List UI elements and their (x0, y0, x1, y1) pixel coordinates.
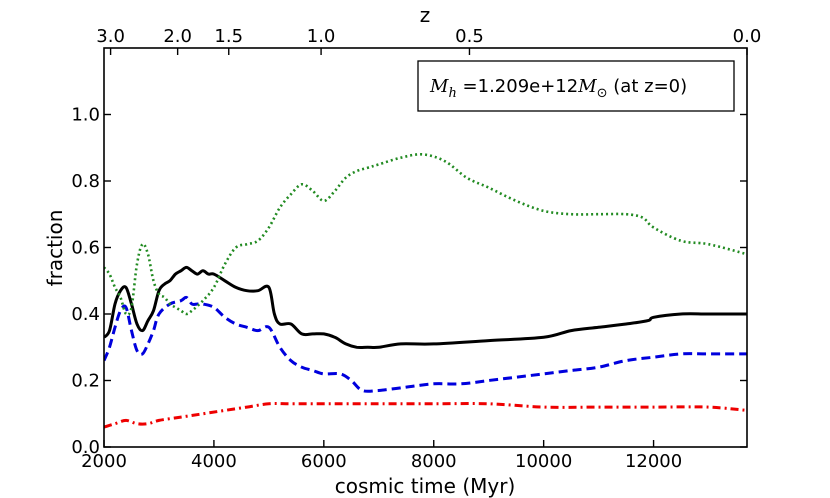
annotation-unit-sub: ⊙ (597, 86, 608, 101)
y-tick-label: 0.4 (71, 304, 100, 325)
x-tick-label: 10000 (515, 451, 572, 472)
annotation-frame (417, 60, 735, 112)
top-tick-label: 0.0 (733, 26, 762, 47)
annotation-math-sub: h (448, 86, 456, 101)
annotation-math-symbol: M (429, 76, 449, 97)
top-axis-title: z (420, 3, 431, 27)
axes-layer: 2000 4000 6000 8000 10000 12000 0.0 0.2 0.4 0.6 0.… (71, 26, 761, 472)
y-tick-label: 0.8 (71, 171, 100, 192)
annotation-value: =1.209e+12 (457, 76, 578, 97)
series-line-solid-black (104, 265, 747, 350)
annotation-unit-symbol: M (577, 76, 597, 97)
y-tick-label: 0.0 (71, 437, 100, 458)
top-tick-label: 2.0 (163, 26, 192, 47)
annotation-box: Mh =1.209e+12M⊙ (at z=0) (417, 60, 735, 112)
x-tick-label: 6000 (301, 451, 347, 472)
annotation-text: Mh =1.209e+12M⊙ (at z=0) (429, 76, 687, 101)
series-layer (104, 153, 747, 429)
top-tick-label: 1.5 (214, 26, 243, 47)
x-tick-label: 8000 (411, 451, 457, 472)
x-tick-label: 4000 (191, 451, 237, 472)
y-axis-title: fraction (43, 210, 67, 287)
series-line-dotted-green (104, 153, 747, 317)
y-tick-label: 0.2 (71, 371, 100, 392)
series-line-dashdot-red (104, 402, 747, 429)
top-tick-label: 3.0 (96, 26, 125, 47)
x-tick-label: 2000 (81, 451, 127, 472)
top-tick-label: 0.5 (455, 26, 484, 47)
y-tick-label: 1.0 (71, 105, 100, 126)
series-line-dashed-blue (104, 295, 747, 393)
x-tick-label: 12000 (625, 451, 682, 472)
annotation-suffix: (at z=0) (608, 76, 688, 97)
x-axis-title: cosmic time (Myr) (335, 474, 516, 498)
y-tick-label: 0.6 (71, 238, 100, 259)
top-tick-label: 1.0 (307, 26, 336, 47)
